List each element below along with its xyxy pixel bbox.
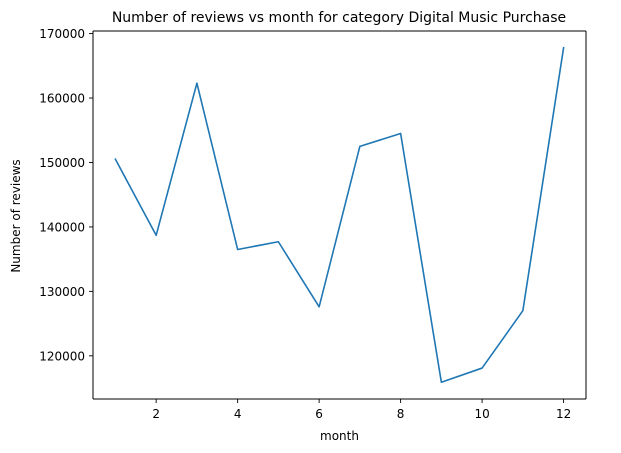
- y-tick-label: 130000: [39, 285, 85, 299]
- x-tick-label: 12: [556, 407, 571, 421]
- y-tick-label: 160000: [39, 92, 85, 106]
- y-tick-label: 150000: [39, 156, 85, 170]
- y-axis-label: Number of reviews: [9, 159, 23, 272]
- series-line-0: [114, 46, 565, 384]
- plot-background: [93, 31, 586, 399]
- x-tick-label: 10: [474, 407, 489, 421]
- y-axis: 120000 130000 140000 150000 160000 170000: [39, 27, 93, 363]
- x-tick-label: 8: [397, 407, 405, 421]
- x-tick-label: 6: [315, 407, 323, 421]
- y-tick-label: 140000: [39, 220, 85, 234]
- y-tick-label: 120000: [39, 349, 85, 363]
- x-axis: 2 4 6 8 10 12: [152, 399, 571, 421]
- plot-area: [92, 30, 587, 400]
- chart-title: Number of reviews vs month for category …: [112, 10, 566, 26]
- x-axis-label: month: [320, 429, 359, 443]
- y-tick-label: 170000: [39, 27, 85, 41]
- series-layer: [114, 46, 565, 384]
- x-tick-label: 4: [234, 407, 242, 421]
- x-tick-label: 2: [152, 407, 160, 421]
